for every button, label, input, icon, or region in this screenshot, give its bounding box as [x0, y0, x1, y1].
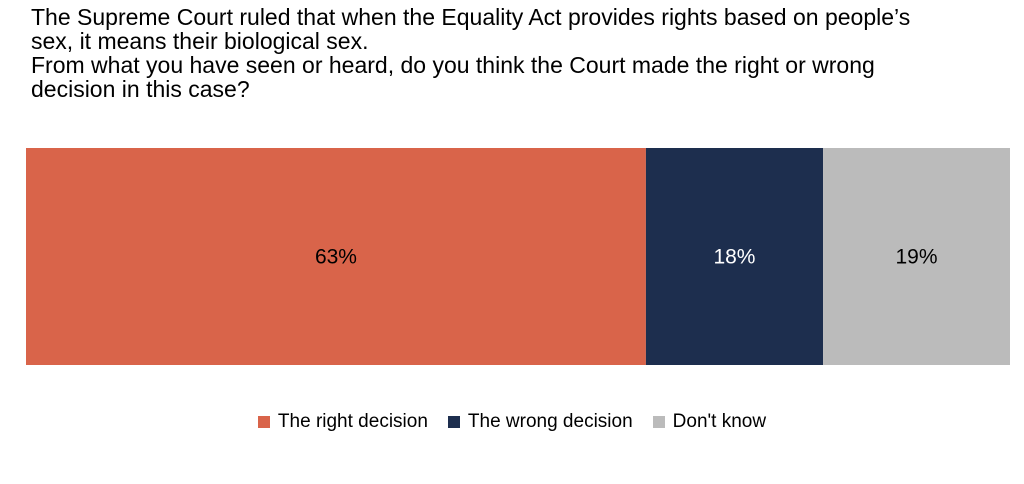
stacked-bar-chart: 63% 18% 19% — [26, 148, 1010, 365]
title-line-1: The Supreme Court ruled that when the Eq… — [31, 4, 911, 30]
bar-label-right-decision: 63% — [315, 246, 357, 269]
bar-label-wrong-decision: 18% — [713, 246, 755, 269]
legend: The right decision The wrong decision Do… — [0, 411, 1024, 433]
bar-segment-wrong-decision — [645, 148, 824, 365]
title-line-3: From what you have seen or heard, do you… — [31, 52, 875, 78]
legend-item-right: The right decision — [257, 411, 428, 433]
legend-swatch-wrong — [447, 416, 460, 428]
legend-item-wrong: The wrong decision — [447, 411, 633, 433]
bar-group: 63% 18% 19% — [26, 148, 1010, 365]
bar-label-dont-know: 19% — [896, 246, 938, 269]
title-line-4: decision in this case? — [31, 76, 250, 102]
chart-title: The Supreme Court ruled that when the Eq… — [31, 5, 1016, 101]
bar-segment-dont-know — [823, 148, 1010, 365]
legend-label-wrong: The wrong decision — [467, 411, 633, 432]
legend-item-dont-know: Don't know — [652, 411, 767, 433]
title-line-2: sex, it means their biological sex. — [31, 28, 369, 54]
legend-label-right: The right decision — [277, 411, 428, 432]
legend-label-dont-know: Don't know — [672, 411, 767, 432]
legend-swatch-dont-know — [652, 416, 665, 428]
bar-segment-right-decision — [26, 148, 646, 365]
legend-swatch-right — [257, 416, 270, 428]
